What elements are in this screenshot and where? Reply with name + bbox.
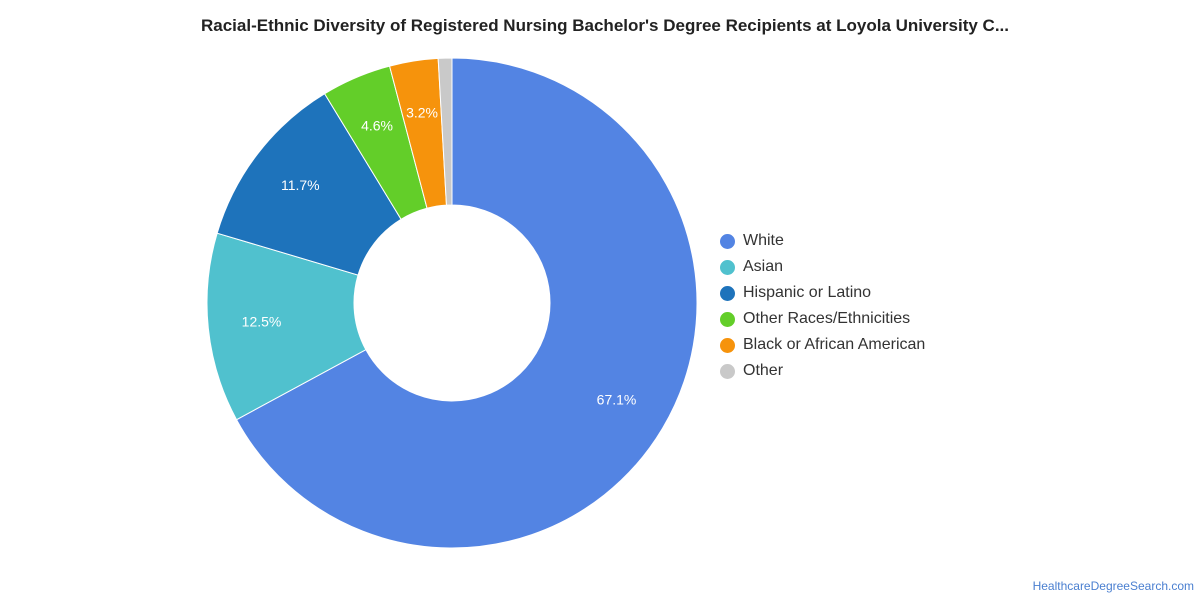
slice-label-other-races-ethnicities: 4.6%: [361, 117, 393, 133]
legend-label: Black or African American: [743, 336, 926, 353]
slice-other[interactable]: [437, 57, 453, 206]
legend-swatch: [720, 337, 735, 353]
legend-swatch: [720, 259, 735, 275]
legend-label: Hispanic or Latino: [743, 284, 872, 301]
legend-label: Other Races/Ethnicities: [743, 310, 911, 327]
slice-label-black-or-african-american: 3.2%: [406, 105, 438, 121]
source-watermark[interactable]: HealthcareDegreeSearch.com: [1032, 579, 1194, 593]
legend-item-other[interactable]: Other: [720, 358, 925, 384]
slice-hispanic-or-latino[interactable]: [216, 93, 402, 276]
legend-label: Other: [743, 362, 784, 379]
legend: White Asian Hispanic or Latino Other Races/…: [720, 228, 925, 384]
legend-swatch: [720, 233, 735, 249]
legend-label: Asian: [743, 258, 784, 275]
legend-swatch: [720, 363, 735, 379]
slice-white[interactable]: [235, 57, 698, 549]
legend-swatch: [720, 311, 735, 327]
legend-item-other-races-ethnicities[interactable]: Other Races/Ethnicities: [720, 306, 925, 332]
slice-label-white: 67.1%: [597, 392, 637, 408]
legend-item-white[interactable]: White: [720, 228, 925, 254]
legend-item-asian[interactable]: Asian: [720, 254, 925, 280]
legend-item-hispanic-or-latino[interactable]: Hispanic or Latino: [720, 280, 925, 306]
legend-swatch: [720, 285, 735, 301]
legend-label: White: [743, 232, 784, 249]
legend-item-black-or-african-american[interactable]: Black or African American: [720, 332, 925, 358]
slice-label-hispanic-or-latino: 11.7%: [281, 177, 320, 193]
chart-title: Racial-Ethnic Diversity of Registered Nu…: [200, 16, 1009, 35]
slice-asian[interactable]: [206, 232, 367, 421]
slice-label-asian: 12.5%: [242, 314, 282, 330]
